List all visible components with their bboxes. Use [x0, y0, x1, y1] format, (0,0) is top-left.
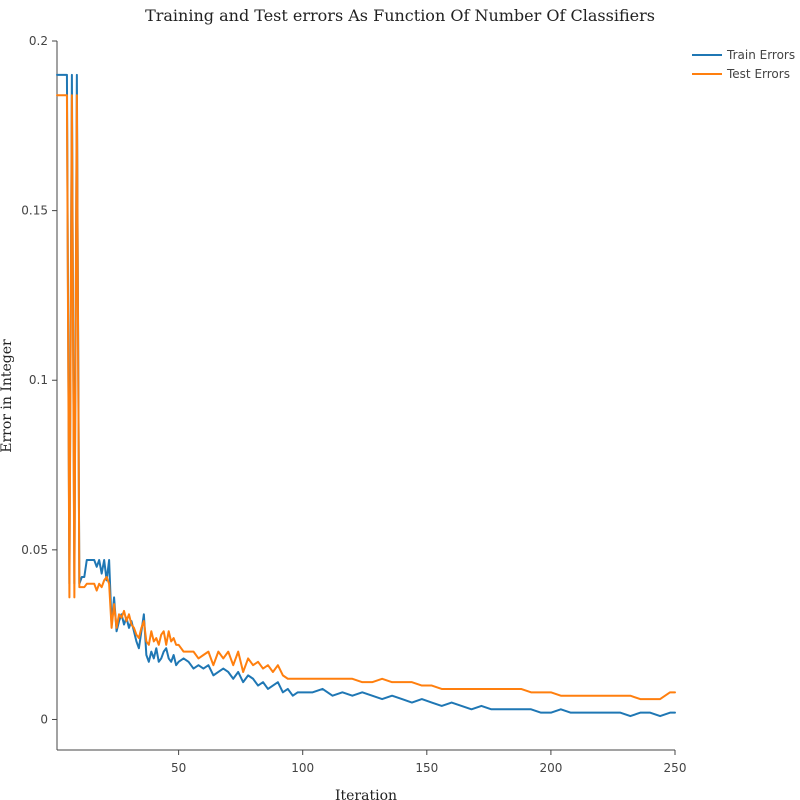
y-tick-label: 0.1 [29, 373, 48, 387]
legend[interactable]: Train Errors Test Errors [692, 48, 795, 81]
series-line-train-errors [56, 73, 676, 718]
y-tick-label: 0 [40, 712, 48, 726]
y-axis-title: Error in Integer [0, 339, 15, 453]
legend-item-train-errors[interactable]: Train Errors [692, 48, 795, 62]
legend-label: Test Errors [726, 67, 790, 81]
y-tick-label: 0.15 [21, 204, 48, 218]
x-tick-label: 150 [415, 761, 438, 775]
series-line-test-errors [56, 94, 676, 701]
x-tick-label: 50 [171, 761, 186, 775]
x-tick-label: 250 [664, 761, 687, 775]
y-tick-label: 0.05 [21, 543, 48, 557]
legend-item-test-errors[interactable]: Test Errors [692, 67, 790, 81]
x-tick-label: 200 [539, 761, 562, 775]
x-axis-title: Iteration [335, 788, 397, 800]
x-tick-label: 100 [291, 761, 314, 775]
series-layer [56, 73, 676, 718]
axes: 0 0.05 0.1 0.15 0.2 50 100 150 200 250 [21, 34, 686, 775]
legend-label: Train Errors [726, 48, 795, 62]
y-tick-label: 0.2 [29, 34, 48, 48]
chart-title: Training and Test errors As Function Of … [145, 6, 655, 25]
